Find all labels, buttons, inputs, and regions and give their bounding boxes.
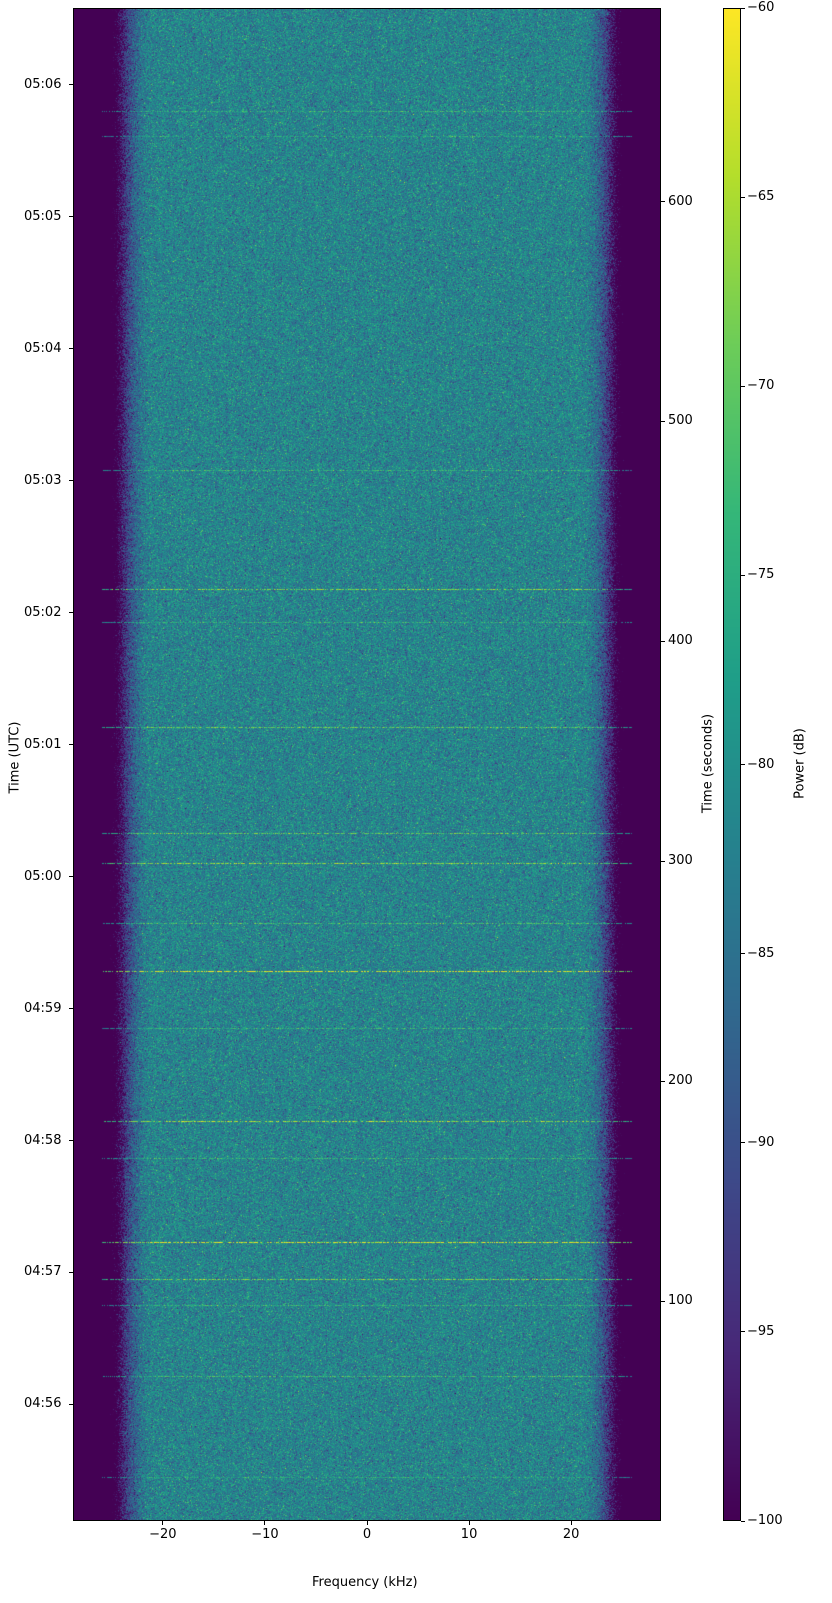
- y-axis-right-label: Time (seconds): [700, 713, 716, 814]
- y-left-tick-label: 05:01: [24, 736, 62, 752]
- y-right-tick-label: 300: [668, 853, 693, 869]
- y-left-tick-label: 05:04: [24, 340, 62, 356]
- colorbar-tick: [741, 574, 745, 576]
- y-left-tick: [69, 348, 73, 350]
- colorbar-tick: [741, 953, 745, 955]
- y-right-tick: [661, 640, 665, 642]
- x-tick-label: 0: [362, 1527, 372, 1542]
- y-left-tick: [69, 480, 73, 482]
- y-right-tick-label: 600: [668, 193, 693, 209]
- colorbar-tick-label: −65: [747, 189, 775, 205]
- x-tick: [468, 1521, 470, 1525]
- colorbar-tick: [741, 7, 745, 9]
- y-right-tick: [661, 1080, 665, 1082]
- y-right-tick-label: 100: [668, 1293, 693, 1309]
- colorbar-tick-label: −90: [747, 1134, 775, 1150]
- y-left-tick-label: 04:59: [24, 1000, 62, 1016]
- colorbar-tick: [741, 385, 745, 387]
- x-tick-label: −20: [149, 1527, 177, 1542]
- x-tick-label: 10: [460, 1527, 478, 1542]
- colorbar-tick-label: −100: [747, 1513, 783, 1528]
- y-left-tick-label: 05:03: [24, 472, 62, 488]
- x-tick: [162, 1521, 164, 1525]
- y-left-tick: [69, 1271, 73, 1273]
- x-tick: [366, 1521, 368, 1525]
- y-right-tick: [661, 860, 665, 862]
- y-axis-left-label: Time (UTC): [7, 721, 23, 794]
- y-left-tick: [69, 84, 73, 86]
- y-right-tick: [661, 201, 665, 203]
- colorbar-tick-label: −70: [747, 378, 775, 394]
- y-left-tick-label: 05:00: [24, 868, 62, 884]
- y-left-tick: [69, 216, 73, 218]
- y-right-tick: [661, 1300, 665, 1302]
- colorbar-tick-label: −80: [747, 756, 775, 772]
- colorbar-tick: [741, 1520, 745, 1522]
- y-left-tick: [69, 1140, 73, 1142]
- colorbar-label: Power (dB): [792, 728, 808, 799]
- x-tick: [264, 1521, 266, 1525]
- colorbar-tick-label: −95: [747, 1323, 775, 1339]
- y-left-tick-label: 04:56: [24, 1396, 62, 1412]
- y-left-tick-label: 05:02: [24, 604, 62, 620]
- y-left-tick: [69, 1008, 73, 1010]
- y-left-tick: [69, 1403, 73, 1405]
- colorbar-tick: [741, 1331, 745, 1333]
- plot-area: [73, 8, 661, 1521]
- y-left-tick-label: 04:58: [24, 1132, 62, 1148]
- x-tick-label: 20: [562, 1527, 580, 1542]
- y-right-tick-label: 200: [668, 1073, 693, 1089]
- x-tick: [570, 1521, 572, 1525]
- y-right-tick-label: 500: [668, 413, 693, 429]
- y-left-tick-label: 05:06: [24, 76, 62, 92]
- colorbar: [723, 8, 741, 1521]
- y-left-tick: [69, 744, 73, 746]
- spectrogram-image: [74, 9, 660, 1520]
- y-left-tick-label: 04:57: [24, 1264, 62, 1280]
- colorbar-tick: [741, 764, 745, 765]
- colorbar-tick-label: −75: [747, 567, 775, 583]
- y-left-tick-label: 05:05: [24, 208, 62, 224]
- y-left-tick: [69, 612, 73, 614]
- colorbar-tick: [741, 196, 745, 198]
- colorbar-tick: [741, 1142, 745, 1144]
- y-right-tick: [661, 420, 665, 422]
- x-axis-label: Frequency (kHz): [312, 1575, 418, 1590]
- colorbar-tick-label: −60: [747, 0, 775, 15]
- y-left-tick: [69, 876, 73, 878]
- colorbar-gradient: [724, 9, 740, 1520]
- x-tick-label: −10: [251, 1527, 279, 1542]
- y-right-tick-label: 400: [668, 633, 693, 649]
- colorbar-tick-label: −85: [747, 945, 775, 961]
